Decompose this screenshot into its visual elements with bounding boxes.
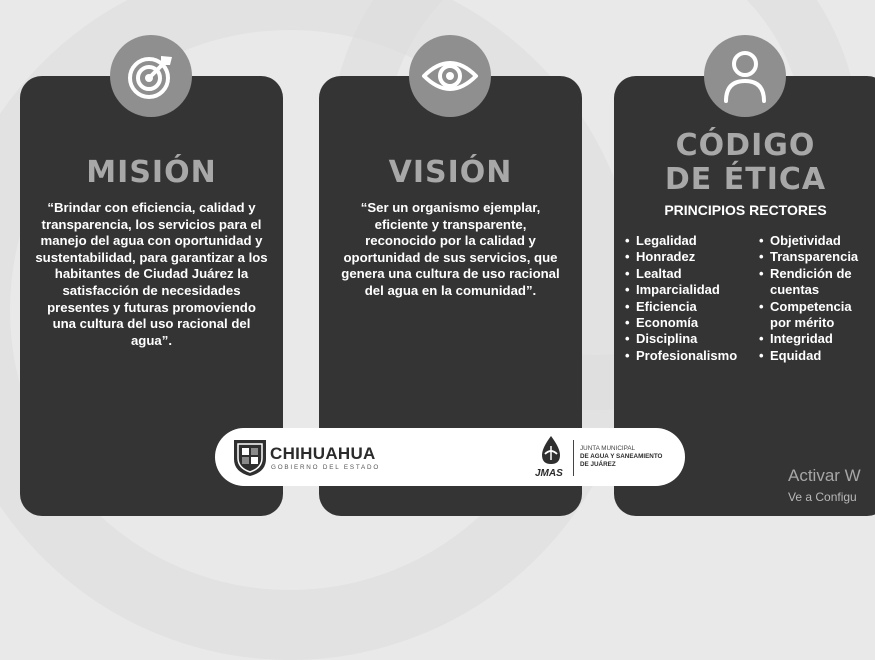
- list-item: Integridad: [759, 331, 869, 348]
- target-icon: [128, 56, 172, 99]
- list-item: Disciplina: [625, 331, 737, 348]
- activation-watermark: Activar W: [788, 466, 861, 485]
- vision-title: VISIÓN: [388, 155, 513, 190]
- jmas-drop-icon: [542, 436, 560, 464]
- principles-list-right: Objetividad Transparencia Rendición de c…: [759, 233, 869, 365]
- chihuahua-shield-icon: [234, 440, 266, 476]
- mision-title: MISIÓN: [86, 155, 217, 190]
- mision-badge: [110, 35, 192, 117]
- jmas-name-line2: DE AGUA Y SANEAMIENTO: [580, 453, 663, 460]
- list-item: Legalidad: [625, 233, 737, 250]
- list-item: Economía: [625, 315, 737, 332]
- list-item: Honradez: [625, 249, 737, 266]
- list-item: Transparencia: [759, 249, 869, 266]
- vision-text: “Ser un organismo ejemplar, eficiente y …: [341, 200, 560, 298]
- codigo-title-line2: DE ÉTICA: [664, 162, 827, 197]
- principios-subtitle: PRINCIPIOS RECTORES: [664, 202, 827, 218]
- list-item: Profesionalismo: [625, 348, 737, 365]
- footer-logos: CHIHUAHUA GOBIERNO DEL ESTADO JMAS JUNTA…: [215, 428, 685, 486]
- list-item: Rendición de cuentas: [759, 266, 869, 299]
- chihuahua-name: CHIHUAHUA: [270, 444, 376, 463]
- mision-text: “Brindar con eficiencia, calidad y trans…: [35, 200, 268, 348]
- jmas-divider: [573, 440, 574, 476]
- list-item: Eficiencia: [625, 299, 737, 316]
- user-icon: [724, 51, 766, 103]
- vision-badge: [409, 35, 491, 117]
- eye-icon: [422, 61, 478, 91]
- jmas-name-line1: JUNTA MUNICIPAL: [580, 445, 636, 452]
- codigo-title-line1: CÓDIGO: [675, 128, 816, 163]
- principles-list-left: Legalidad Honradez Lealtad Imparcialidad…: [625, 233, 737, 365]
- jmas-abbr: JMAS: [535, 468, 563, 479]
- list-item: Imparcialidad: [625, 282, 737, 299]
- list-item: Competencia por mérito: [759, 299, 869, 332]
- codigo-card: CÓDIGO DE ÉTICA PRINCIPIOS RECTORES Lega…: [614, 76, 875, 516]
- list-item: Equidad: [759, 348, 869, 365]
- chihuahua-subtitle: GOBIERNO DEL ESTADO: [271, 464, 381, 471]
- jmas-name-line3: DE JUÁREZ: [580, 461, 616, 468]
- codigo-badge: [704, 35, 786, 117]
- list-item: Lealtad: [625, 266, 737, 283]
- list-item: Objetividad: [759, 233, 869, 250]
- activation-watermark-sub: Ve a Configu: [788, 490, 857, 504]
